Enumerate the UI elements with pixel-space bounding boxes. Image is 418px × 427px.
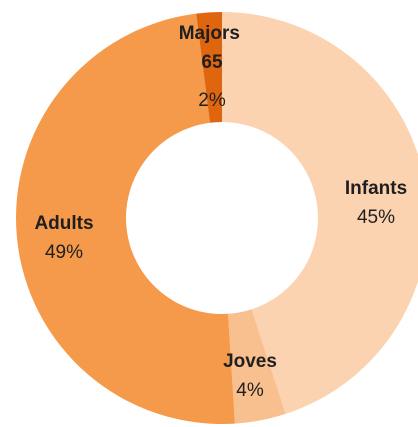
slice-label-adults: Adults <box>34 213 93 234</box>
donut-slices <box>15 12 418 425</box>
slice-percent-joves: 4% <box>236 380 264 401</box>
slice-label-majors-65-line1: Majors <box>179 23 240 44</box>
slice-percent-adults: 49% <box>45 242 83 263</box>
slice-label-infants: Infants <box>345 178 407 199</box>
slice-infants <box>222 12 418 414</box>
slice-percent-infants: 45% <box>357 207 395 228</box>
slice-label-majors-65-line2: 65 <box>201 52 223 73</box>
slice-majors-65 <box>196 12 222 123</box>
slice-adults <box>15 13 235 425</box>
slice-percent-majors-65: 2% <box>198 90 226 111</box>
slice-label-majors-65: Majors 65 <box>179 23 246 73</box>
slice-joves <box>228 309 286 424</box>
slice-label-joves: Joves <box>223 351 277 372</box>
